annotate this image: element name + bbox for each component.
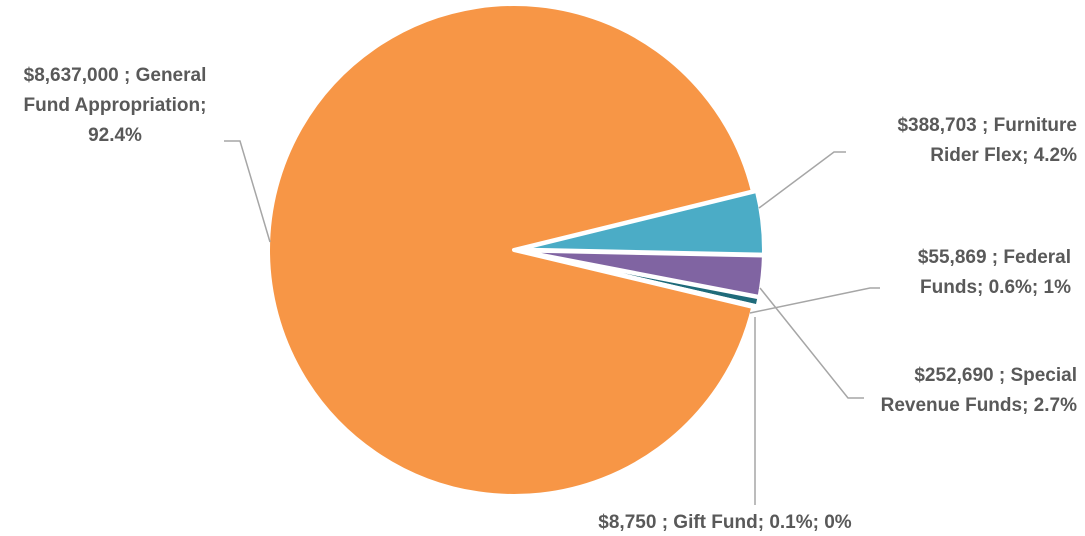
data-label: $55,869 ; Federal Funds; 0.6%; 1% <box>918 247 1071 298</box>
leader-line <box>224 140 271 243</box>
data-label-line: $388,703 ; Furniture <box>897 115 1077 136</box>
data-label: $388,703 ; Furniture Rider Flex; 4.2% <box>897 115 1077 166</box>
leader-line <box>759 287 864 399</box>
leader-lines <box>224 140 880 505</box>
data-label-line: $252,690 ; Special <box>914 365 1077 386</box>
data-label: $8,750 ; Gift Fund; 0.1%; 0% <box>598 512 851 533</box>
data-label-line: Fund Appropriation; <box>24 95 207 116</box>
pie-slice-general-fund-appropriation <box>266 2 756 498</box>
leader-line <box>749 287 880 314</box>
data-label-line: 92.4% <box>88 125 142 146</box>
leader-line <box>758 151 846 209</box>
data-label: $8,637,000 ; General Fund Appropriation; 9… <box>24 65 207 146</box>
slice-labels: $388,703 ; Furniture Rider Flex; 4.2% $252… <box>24 65 1078 533</box>
data-label-line: $8,637,000 ; General <box>24 65 207 86</box>
pie-slices <box>266 2 766 498</box>
data-label-line: Revenue Funds; 2.7% <box>881 395 1077 416</box>
data-label: $252,690 ; Special Revenue Funds; 2.7% <box>881 365 1077 416</box>
data-label-line: Rider Flex; 4.2% <box>930 145 1077 166</box>
data-label-line: $55,869 ; Federal <box>918 247 1071 268</box>
data-label-line: Funds; 0.6%; 1% <box>920 277 1071 298</box>
data-label-line: $8,750 ; Gift Fund; 0.1%; 0% <box>598 512 851 533</box>
